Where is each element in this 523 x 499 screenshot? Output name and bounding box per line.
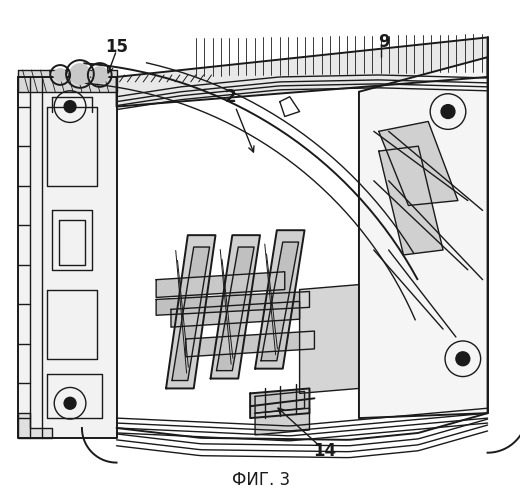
Polygon shape [171, 301, 300, 327]
Polygon shape [250, 388, 310, 418]
Text: 14: 14 [313, 442, 336, 460]
Circle shape [69, 63, 91, 85]
Polygon shape [166, 235, 215, 388]
Circle shape [456, 352, 470, 366]
Polygon shape [379, 146, 443, 255]
Polygon shape [300, 284, 359, 393]
Polygon shape [18, 77, 117, 438]
Polygon shape [255, 408, 310, 435]
Circle shape [64, 397, 76, 409]
Circle shape [64, 101, 76, 113]
Polygon shape [217, 247, 254, 371]
Polygon shape [261, 242, 299, 361]
Polygon shape [172, 247, 210, 381]
Text: 9: 9 [378, 33, 390, 51]
Polygon shape [211, 235, 260, 379]
Text: 2: 2 [224, 88, 236, 106]
Polygon shape [156, 291, 310, 315]
Polygon shape [18, 413, 52, 438]
Polygon shape [255, 230, 304, 369]
Circle shape [441, 105, 455, 118]
Text: ФИГ. 3: ФИГ. 3 [232, 472, 291, 490]
Polygon shape [18, 70, 117, 92]
Polygon shape [156, 272, 285, 297]
Circle shape [53, 68, 67, 82]
Polygon shape [359, 57, 487, 418]
Circle shape [91, 66, 109, 84]
Polygon shape [186, 331, 314, 357]
Polygon shape [379, 121, 458, 206]
Text: 15: 15 [105, 38, 128, 56]
Polygon shape [117, 37, 487, 107]
